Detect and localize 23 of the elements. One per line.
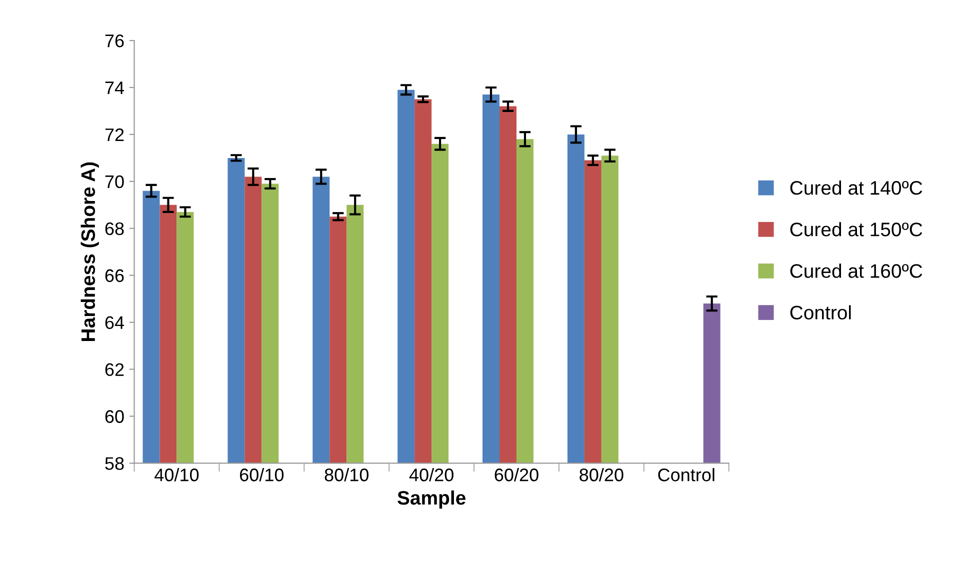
y-tick-label: 60 <box>105 410 124 423</box>
legend-label: Cured at 150ºC <box>790 222 922 236</box>
y-tick-label: 64 <box>105 316 124 330</box>
x-tick-label: 40/20 <box>409 468 454 482</box>
y-tick-label: 62 <box>105 363 124 376</box>
x-tick-label: 80/20 <box>580 468 624 482</box>
x-axis-title: Sample <box>398 490 466 509</box>
y-tick-label: 58 <box>105 457 124 470</box>
x-tick-label: 40/10 <box>154 468 199 482</box>
y-tick-label: 68 <box>105 222 124 236</box>
y-axis-title: Hardness (Shore A) <box>80 162 99 341</box>
legend-label: Cured at 140ºC <box>790 180 922 195</box>
y-tick-label: 76 <box>105 34 124 48</box>
y-tick-label: 74 <box>105 82 124 94</box>
y-tick-label: 70 <box>105 175 124 188</box>
x-tick-label: Control <box>658 468 714 482</box>
legend-label: Cured at 160ºC <box>790 264 922 278</box>
x-tick-label: 80/10 <box>324 468 368 482</box>
legend-label: Control <box>790 305 851 320</box>
x-tick-label: 60/20 <box>494 468 538 482</box>
y-tick-label: 66 <box>105 269 124 282</box>
y-tick-label: 72 <box>105 128 124 141</box>
x-tick-label: 60/10 <box>240 468 284 482</box>
